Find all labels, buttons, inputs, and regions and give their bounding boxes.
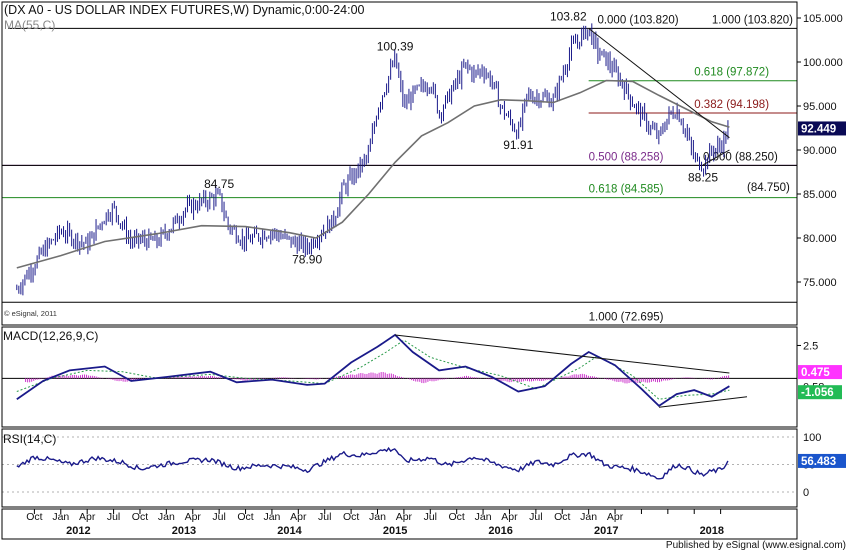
- time-tick-label: Jan: [52, 511, 69, 523]
- fib-level-label: 1.000 (103.820): [712, 14, 793, 26]
- rsi-value-label: 56.483: [801, 456, 836, 468]
- fib-level-label: 0.618 (97.872): [694, 67, 769, 79]
- time-tick-label: Apr: [79, 511, 96, 523]
- price-label: 84.75: [204, 177, 234, 191]
- time-tick-label: Apr: [185, 511, 202, 523]
- macd-value-label: 0.475: [801, 367, 830, 379]
- time-tick-label: Apr: [501, 511, 518, 523]
- time-tick-label: Jul: [318, 511, 331, 523]
- fib-level-label: (84.750): [747, 182, 790, 194]
- macd-panel[interactable]: 2.50.580.475-1.056: [2, 333, 842, 408]
- price-y-tick-label: 90.000: [803, 145, 837, 157]
- time-tick-label: Jul: [424, 511, 437, 523]
- time-axis-frame: [1, 508, 798, 540]
- fib-level-label: 0.000 (103.820): [597, 14, 678, 26]
- rsi-y-tick-label: 100: [803, 432, 821, 444]
- rsi-y-tick-label: 0: [803, 487, 809, 499]
- macd-y-tick-label: 2.5: [803, 340, 818, 352]
- publisher-footer: Published by eSignal (www.esignal.com): [666, 540, 846, 551]
- price-y-tick-label: 95.000: [803, 101, 837, 113]
- macd-frame: [1, 326, 798, 428]
- current-price-badge: [798, 121, 846, 136]
- time-tick-label: Oct: [343, 511, 359, 523]
- macd-line[interactable]: [16, 333, 730, 408]
- macd-value-label: -1.056: [801, 387, 834, 399]
- year-label: 2017: [594, 525, 618, 537]
- time-tick-label: Apr: [607, 511, 624, 523]
- time-tick-label: Jan: [475, 511, 492, 523]
- fib-level-label: 0.000 (88.250): [703, 151, 778, 163]
- time-tick-label: Jul: [529, 511, 542, 523]
- fib-level-label: 1.000 (72.695): [589, 311, 664, 323]
- price-frame: [1, 1, 798, 326]
- time-tick-label: Apr: [290, 511, 307, 523]
- time-tick-label: Jul: [107, 511, 120, 523]
- time-tick-label: Jan: [158, 511, 175, 523]
- price-y-tick-label: 80.000: [803, 233, 837, 245]
- macd-value-badge: [798, 385, 842, 400]
- fib-level-label: 0.500 (88.258): [589, 151, 664, 163]
- ma-legend: MA(55,C): [4, 18, 55, 32]
- rsi-line[interactable]: [16, 446, 729, 480]
- rsi-frame: [1, 428, 798, 508]
- price-panel[interactable]: 0.000 (103.820) 1.000 (103.820) 0.618 (97.…: [2, 9, 846, 323]
- time-tick-label: Jan: [580, 511, 597, 523]
- year-label: 2013: [172, 525, 196, 537]
- year-label: 2012: [66, 525, 90, 537]
- price-trendline[interactable]: [588, 27, 730, 139]
- macd-trendline[interactable]: [658, 396, 748, 408]
- year-label: 2015: [383, 525, 407, 537]
- rsi-value-badge: [798, 453, 846, 468]
- price-label: 103.82: [550, 9, 587, 23]
- time-tick-label: Oct: [132, 511, 148, 523]
- time-tick-label: Apr: [396, 511, 413, 523]
- rsi-panel[interactable]: 05010056.483: [2, 432, 846, 499]
- time-tick-label: Oct: [237, 511, 253, 523]
- year-label: 2018: [700, 525, 724, 537]
- macd-signal-line[interactable]: [16, 339, 730, 400]
- macd-value-badge: [798, 365, 842, 380]
- text-layer: (DX A0 - US DOLLAR INDEX FUTURES,W) Dyna…: [3, 3, 846, 551]
- copyright-text: © eSignal, 2011: [4, 309, 57, 318]
- time-tick-label: Oct: [26, 511, 42, 523]
- year-label: 2016: [488, 525, 512, 537]
- ma-line[interactable]: [16, 79, 730, 269]
- time-tick-label: Jul: [212, 511, 225, 523]
- price-y-tick-label: 75.000: [803, 277, 837, 289]
- price-label: 78.90: [292, 253, 322, 267]
- macd-title: MACD(12,26,9,C): [3, 329, 98, 343]
- price-label: 88.25: [688, 170, 718, 184]
- axes-layer: 75.000 80.000 85.000 90.000 95.000 100.000 105…: [1, 1, 843, 540]
- time-tick-label: Oct: [554, 511, 570, 523]
- time-tick-label: Jan: [263, 511, 280, 523]
- fib-level-label: 0.382 (94.198): [694, 99, 769, 111]
- current-price-label: 92.449: [801, 123, 836, 135]
- price-y-tick-label: 105.000: [803, 13, 843, 25]
- price-label: 100.39: [377, 40, 414, 54]
- price-trendline[interactable]: [702, 149, 730, 166]
- year-label: 2014: [277, 525, 302, 537]
- price-label: 91.91: [503, 138, 533, 152]
- time-tick-label: Oct: [449, 511, 465, 523]
- price-y-tick-label: 85.000: [803, 189, 837, 201]
- time-tick-label: Jan: [369, 511, 386, 523]
- price-y-tick-label: 100.000: [803, 57, 843, 69]
- rsi-title: RSI(14,C): [3, 432, 56, 446]
- macd-trendline[interactable]: [395, 334, 730, 374]
- chart-title: (DX A0 - US DOLLAR INDEX FUTURES,W) Dyna…: [4, 3, 365, 17]
- fib-level-label: 0.618 (84.585): [589, 184, 664, 196]
- macd-histogram: [25, 372, 730, 384]
